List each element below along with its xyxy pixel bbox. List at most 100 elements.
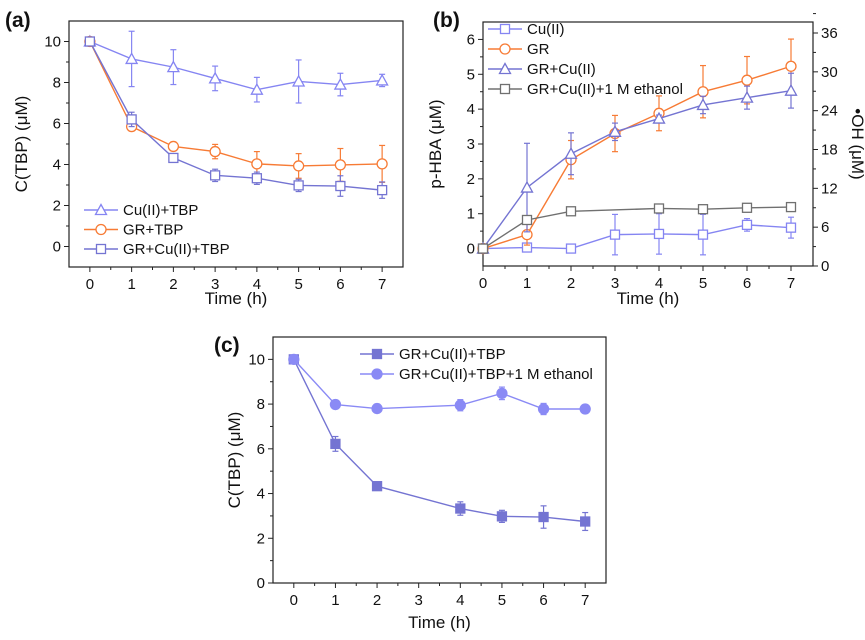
- data-point: [334, 159, 347, 171]
- data-point: [741, 74, 753, 86]
- legend-item: GR+TBP: [84, 222, 183, 239]
- data-point: [126, 114, 137, 125]
- legend-label: GR: [527, 41, 550, 58]
- x-tick-label: 6: [336, 276, 344, 293]
- data-point: [496, 387, 508, 400]
- y-axis-title: p-HBA (μM): [426, 99, 445, 188]
- y-tick-label: 2: [53, 198, 61, 215]
- x-tick-label: 7: [581, 592, 589, 609]
- legend-marker: [499, 83, 511, 95]
- x-tick-label: 1: [127, 276, 135, 293]
- data-point: [580, 516, 591, 527]
- legend-marker: [498, 62, 512, 75]
- data-point: [565, 243, 577, 254]
- legend-item: GR+Cu(II)+TBP: [84, 241, 230, 258]
- y-tick-label: 0: [257, 575, 265, 592]
- data-point: [125, 52, 139, 65]
- data-point: [251, 173, 263, 184]
- y2-tick-label: 24: [821, 103, 838, 120]
- y2-tick-label: 12: [821, 180, 838, 197]
- data-point: [609, 229, 621, 240]
- series-gr-cu-ii-tbp-1-m-ethanol: [288, 353, 591, 416]
- series-cu-ii-: [477, 213, 797, 256]
- plot-frame: [482, 21, 814, 267]
- data-point: [250, 82, 264, 95]
- y-tick-label: 6: [467, 31, 475, 48]
- x-axis-title: Time (h): [408, 613, 471, 632]
- y-tick-label: 6: [53, 116, 61, 133]
- legend-label: GR+Cu(II)+TBP: [123, 241, 230, 258]
- legend-item: GR+Cu(II)+1 M ethanol: [488, 81, 683, 98]
- legend-marker: [499, 43, 511, 55]
- panel-label: (c): [214, 334, 240, 357]
- legend-item: GR+Cu(II)+TBP: [360, 346, 506, 363]
- data-point: [292, 160, 305, 172]
- series-line: [482, 65, 792, 250]
- data-point: [579, 403, 591, 415]
- data-point: [537, 403, 550, 415]
- panel-a: 0 1 2 3 4 5 6 7 0 2 4 6 8 10 Time (h) C(TBP) (μM) (a) Cu(…: [5, 9, 404, 308]
- x-tick-label: 6: [743, 275, 751, 292]
- x-tick-label: 4: [253, 276, 261, 293]
- y-tick-label: 5: [467, 66, 475, 83]
- legend-item: GR: [488, 41, 550, 58]
- legend-label: GR+Cu(II)+TBP: [399, 346, 506, 363]
- y2-tick-label: 0: [821, 258, 829, 275]
- x-tick-label: 6: [539, 592, 547, 609]
- series-line: [89, 41, 383, 191]
- y-tick-label: 10: [248, 351, 265, 368]
- x-tick-label: 2: [169, 276, 177, 293]
- y-tick-label: 0: [467, 241, 475, 258]
- panel-label: (b): [433, 9, 460, 32]
- data-point: [741, 219, 753, 231]
- y-tick-label: 8: [257, 396, 265, 413]
- y2-tick-label: 30: [821, 64, 838, 81]
- data-point: [697, 229, 709, 240]
- y-tick-label: 6: [257, 441, 265, 458]
- data-point: [371, 481, 383, 492]
- data-point: [166, 60, 180, 73]
- y-tick-label: 2: [257, 530, 265, 547]
- data-point: [167, 140, 180, 153]
- data-point: [371, 402, 383, 415]
- data-point: [785, 201, 797, 213]
- data-point: [329, 398, 342, 411]
- legend-label: GR+TBP: [123, 222, 183, 239]
- x-tick-label: 5: [498, 592, 506, 609]
- data-point: [209, 170, 221, 181]
- data-point: [455, 503, 466, 514]
- data-point: [84, 36, 96, 47]
- data-point: [293, 180, 304, 191]
- series-gr-cu-ii-1-m-ethanol: [477, 201, 797, 254]
- legend-marker: [95, 223, 107, 236]
- y2-tick-label: 6: [821, 219, 829, 236]
- legend-label: Cu(II): [527, 21, 565, 38]
- x-tick-label: 3: [211, 276, 219, 293]
- x-tick-label: 3: [611, 275, 619, 292]
- y-tick-label: 4: [53, 157, 61, 174]
- x-tick-label: 5: [699, 275, 707, 292]
- y2-tick-label: 18: [821, 142, 838, 159]
- x-tick-label: 3: [415, 592, 423, 609]
- legend-marker: [94, 203, 108, 216]
- plot-frame: [68, 20, 404, 268]
- y-axis-title: C(TBP) (μM): [225, 412, 244, 509]
- series-line: [89, 40, 383, 91]
- data-point: [496, 511, 508, 522]
- y2-tick-label: 36: [821, 25, 838, 42]
- x-axis-title: Time (h): [617, 289, 680, 308]
- data-point: [477, 243, 489, 254]
- x-tick-label: 1: [523, 275, 531, 292]
- data-point: [608, 124, 622, 137]
- data-point: [521, 214, 533, 226]
- data-point: [376, 184, 388, 196]
- x-tick-label: 0: [86, 276, 94, 293]
- x-tick-label: 1: [331, 592, 339, 609]
- legend-item: GR+Cu(II)+TBP+1 M ethanol: [360, 366, 593, 383]
- legend-label: Cu(II)+TBP: [123, 202, 198, 219]
- y-tick-label: 3: [467, 136, 475, 153]
- x-tick-label: 2: [373, 592, 381, 609]
- y-axis-title: C(TBP) (μM): [12, 96, 31, 193]
